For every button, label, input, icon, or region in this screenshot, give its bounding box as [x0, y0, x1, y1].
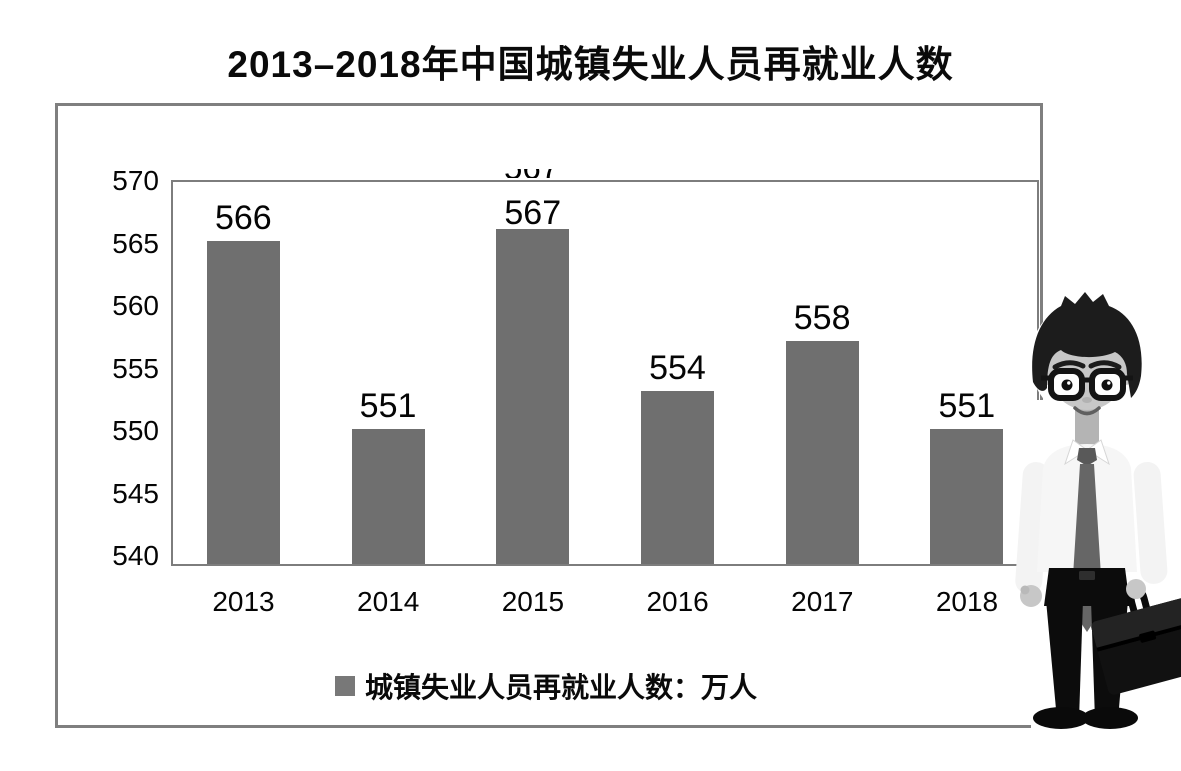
mascot-eyebrow: [1088, 360, 1122, 370]
bar-2014: [351, 428, 425, 564]
y-tick-label-550: 550: [112, 415, 159, 446]
mascot-eye: [1101, 379, 1113, 391]
y-tick-label-565: 565: [112, 227, 159, 259]
bar-value-label-2013: 566: [214, 199, 272, 237]
mascot-shoe: [1082, 707, 1138, 729]
bar-2018: [930, 428, 1004, 564]
bar-2017: [785, 341, 859, 564]
bar-2016: [640, 391, 714, 564]
x-tick-label-2013: 2013: [212, 586, 275, 617]
mascot-nose: [1082, 397, 1092, 403]
businessman-illustration: [1015, 292, 1181, 750]
legend: 城镇失业人员再就业人数：万人: [55, 666, 1037, 706]
mascot-collar: [1086, 439, 1110, 466]
mascot-smile: [1073, 406, 1101, 416]
y-tick-label-570: 570: [112, 165, 159, 196]
clipped-top-label-artifact: 567: [504, 169, 556, 178]
y-tick-label-540: 540: [112, 540, 159, 571]
x-tick-label-2018: 2018: [935, 586, 999, 617]
plot-area: [171, 180, 1039, 566]
y-tick-label-545: 545: [112, 477, 159, 509]
mascot-briefcase: [1091, 586, 1181, 695]
bar-2015: [496, 228, 570, 564]
x-tick-label-2015: 2015: [501, 586, 565, 617]
mascot-hair: [1032, 292, 1142, 398]
legend-square-marker-icon: [334, 676, 355, 696]
bar-value-label-2016: 554: [649, 349, 706, 387]
mascot-right-hand: [1126, 579, 1146, 599]
mascot-collar: [1064, 439, 1088, 466]
bar-value-label-2017: 558: [793, 299, 851, 337]
mascot-belt-buckle: [1079, 571, 1095, 580]
legend-label: 城镇失业人员再就业人数：万人: [364, 672, 757, 703]
chart-title: 2013–2018年中国城镇失业人员再就业人数: [227, 44, 954, 85]
y-tick-label-560: 560: [112, 290, 159, 321]
bar-2013: [206, 241, 280, 564]
bar-value-label-2014: 551: [359, 386, 417, 425]
mascot-shoe: [1033, 707, 1089, 729]
mascot-eye: [1061, 379, 1073, 391]
mascot-eyebrow: [1052, 360, 1086, 370]
x-tick-label-2014: 2014: [357, 586, 420, 617]
clipped-top-label-text: 567: [504, 169, 556, 178]
x-tick-label-2017: 2017: [791, 586, 854, 617]
x-tick-label-2016: 2016: [646, 586, 709, 617]
bar-value-label-2015: 567: [504, 194, 562, 232]
bar-value-label-2018: 551: [938, 386, 996, 425]
y-tick-label-555: 555: [112, 352, 159, 384]
